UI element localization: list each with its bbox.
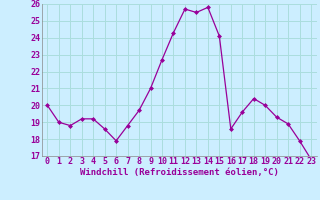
X-axis label: Windchill (Refroidissement éolien,°C): Windchill (Refroidissement éolien,°C) bbox=[80, 168, 279, 177]
